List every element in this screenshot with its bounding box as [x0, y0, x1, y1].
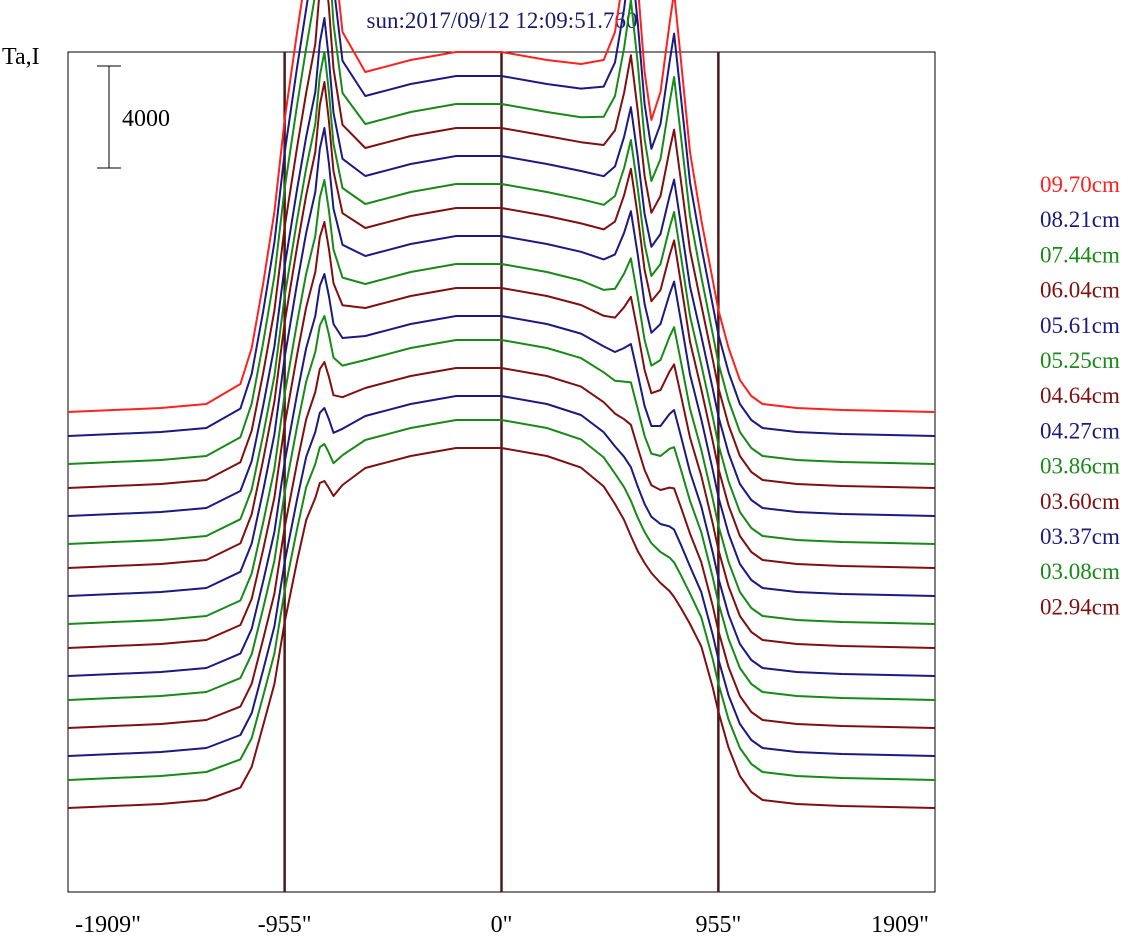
legend-entry-7: 04.27cm — [1040, 418, 1120, 443]
x-tick-label-0: -1909" — [75, 912, 141, 938]
x-tick-label-3: 955" — [695, 912, 741, 938]
series-line-7 — [67, 127, 936, 597]
legend-entry-3: 06.04cm — [1040, 278, 1120, 303]
legend-entry-1: 08.21cm — [1040, 207, 1120, 232]
series-line-3 — [67, 0, 936, 489]
series-line-5 — [67, 51, 936, 545]
y-axis-label: Ta,I — [2, 44, 40, 70]
legend-entry-6: 04.64cm — [1040, 383, 1120, 408]
legend-entry-5: 05.25cm — [1040, 348, 1120, 373]
x-tick-labels: -1909" -955" 0" 955" 1909" — [75, 912, 929, 938]
legend-entry-0: 09.70cm — [1040, 172, 1120, 197]
series-line-1 — [67, 0, 936, 437]
series-line-0 — [67, 0, 936, 413]
legend-entry-4: 05.61cm — [1040, 313, 1120, 338]
series-line-13 — [67, 395, 936, 757]
legend: 09.70cm 08.21cm 07.44cm 06.04cm 05.61cm 05.25… — [1040, 172, 1120, 619]
legend-entry-8: 03.86cm — [1040, 454, 1120, 479]
scale-bar: 4000 — [97, 65, 170, 169]
legend-entry-2: 07.44cm — [1040, 242, 1120, 267]
series-line-11 — [67, 315, 936, 701]
x-tick-label-1: -955" — [258, 912, 312, 938]
series-line-10 — [67, 273, 936, 677]
series-line-14 — [67, 419, 936, 781]
legend-entry-12: 02.94cm — [1040, 594, 1120, 619]
legend-entry-9: 03.60cm — [1040, 489, 1120, 514]
series-line-8 — [67, 179, 936, 625]
series-group — [67, 0, 936, 809]
series-line-15 — [67, 447, 936, 809]
series-line-12 — [67, 361, 936, 729]
x-tick-label-4: 1909" — [871, 912, 929, 938]
x-tick-label-2: 0" — [491, 912, 513, 938]
series-line-6 — [67, 81, 936, 569]
legend-entry-10: 03.37cm — [1040, 524, 1120, 549]
series-line-9 — [67, 221, 936, 649]
series-line-2 — [67, 0, 936, 465]
legend-entry-11: 03.08cm — [1040, 559, 1120, 584]
scale-bar-label: 4000 — [122, 106, 170, 132]
series-line-4 — [67, 17, 936, 517]
chart-title: sun:2017/09/12 12:09:51.760 — [367, 8, 638, 33]
